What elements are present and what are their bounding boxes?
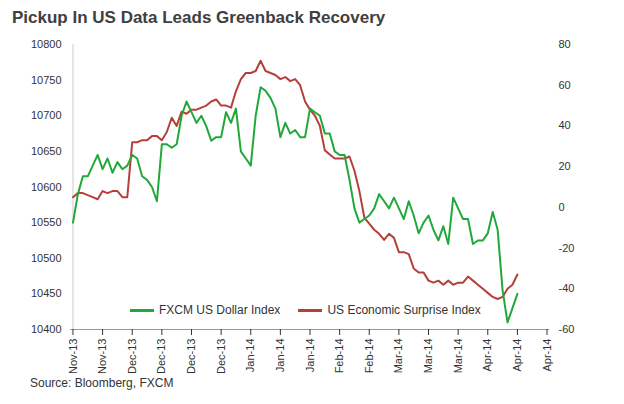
svg-text:Feb-14: Feb-14 — [333, 339, 345, 374]
svg-text:Dec-13: Dec-13 — [185, 339, 197, 374]
html-text:Pickup In US Data Leads Greenb: Pickup In US Data Leads Greenback Recove… — [12, 8, 386, 27]
svg-text:20: 20 — [559, 160, 571, 172]
svg-text:80: 80 — [559, 38, 571, 50]
svg-text:Dec-13: Dec-13 — [155, 339, 167, 374]
svg-text:-20: -20 — [559, 242, 575, 254]
svg-text:Dec-13: Dec-13 — [126, 339, 138, 374]
svg-text:10500: 10500 — [31, 252, 62, 264]
svg-text:Dec-13: Dec-13 — [215, 339, 227, 374]
svg-text:Nov-13: Nov-13 — [66, 339, 78, 374]
svg-text:10400: 10400 — [31, 323, 62, 335]
svg-text:10450: 10450 — [31, 287, 62, 299]
svg-text:10750: 10750 — [31, 74, 62, 86]
svg-text:10700: 10700 — [31, 109, 62, 121]
svg-text:Apr-14: Apr-14 — [511, 339, 523, 372]
svg-text:Nov-13: Nov-13 — [96, 339, 108, 374]
svg-text:Apr-14: Apr-14 — [541, 339, 553, 372]
svg-text:Jan-14: Jan-14 — [274, 339, 286, 373]
html-text:Source: Bloomberg, FXCM: Source: Bloomberg, FXCM — [30, 376, 174, 390]
svg-text:10550: 10550 — [31, 216, 62, 228]
html-text:FXCM US Dollar Index: FXCM US Dollar Index — [159, 303, 281, 317]
svg-text:10800: 10800 — [31, 38, 62, 50]
svg-text:10650: 10650 — [31, 145, 62, 157]
svg-text:Feb-14: Feb-14 — [363, 339, 375, 374]
svg-text:10600: 10600 — [31, 181, 62, 193]
svg-text:0: 0 — [559, 201, 565, 213]
svg-text:60: 60 — [559, 79, 571, 91]
svg-text:-60: -60 — [559, 323, 575, 335]
svg-text:Mar-14: Mar-14 — [452, 339, 464, 374]
svg-text:-40: -40 — [559, 282, 575, 294]
svg-text:40: 40 — [559, 119, 571, 131]
svg-text:Jan-14: Jan-14 — [304, 339, 316, 373]
svg-text:Mar-14: Mar-14 — [392, 339, 404, 374]
svg-text:Jan-14: Jan-14 — [244, 339, 256, 373]
html-text:US Economic Surprise Index: US Economic Surprise Index — [327, 303, 481, 317]
svg-text:Mar-14: Mar-14 — [422, 339, 434, 374]
svg-text:Apr-14: Apr-14 — [481, 339, 493, 372]
